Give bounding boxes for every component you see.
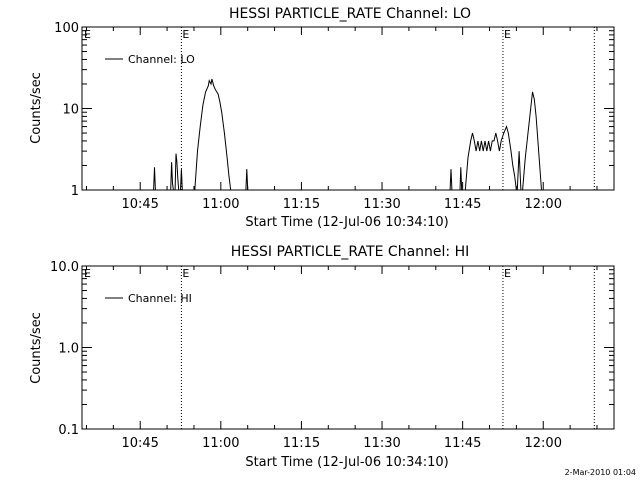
event-marker-label: E	[182, 267, 189, 280]
plot-frame	[81, 265, 615, 430]
x-axis-label: Start Time (12-Jul-06 10:34:10)	[245, 215, 448, 230]
series-line	[516, 151, 522, 191]
chart-marks: 10:45 11:00 11:15 11:30 11:45 12:00 0.1 1.0 10.0…	[50, 260, 614, 451]
legend-label: Channel: LO	[128, 53, 195, 66]
y-tick-label: 100	[54, 21, 79, 36]
x-tick-label: 11:45	[444, 197, 481, 212]
y-tick-label: 1	[71, 184, 79, 199]
y-tick-label: 0.1	[58, 423, 79, 438]
x-tick-label: 11:00	[202, 197, 239, 212]
x-tick-label: 11:15	[283, 197, 320, 212]
chart-marks: 10:45 11:00 11:15 11:30 11:45 12:00 1 10 100 E E	[54, 21, 614, 212]
event-marker-label: E	[504, 267, 511, 280]
series-line	[459, 167, 463, 191]
series-line	[170, 162, 174, 191]
x-tick-label: 11:15	[283, 436, 320, 451]
legend-label: Channel: HI	[128, 292, 192, 305]
y-axis-label: Counts/sec	[29, 312, 44, 384]
corner-marker-label: E	[84, 267, 91, 280]
x-tick-label: 10:45	[121, 197, 158, 212]
footer-timestamp: 2-Mar-2010 01:04	[565, 468, 636, 477]
chart-panel-hi: HESSI PARTICLE_RATE Channel: HI Counts/s…	[29, 244, 615, 470]
chart-panel-lo: HESSI PARTICLE_RATE Channel: LO Counts/s…	[29, 6, 615, 230]
series-line	[449, 169, 453, 191]
chart-title: HESSI PARTICLE_RATE Channel: LO	[229, 6, 471, 22]
chart-title: HESSI PARTICLE_RATE Channel: HI	[231, 244, 469, 260]
y-tick-label: 10	[62, 103, 79, 118]
plot-frame	[81, 26, 615, 191]
event-marker-label: E	[504, 28, 511, 41]
y-tick-label: 10.0	[50, 260, 79, 275]
event-marker-label: E	[182, 28, 189, 41]
x-axis-label: Start Time (12-Jul-06 10:34:10)	[245, 455, 448, 470]
x-tick-label: 10:45	[121, 436, 158, 451]
series-line	[194, 78, 232, 191]
series-line	[153, 167, 156, 191]
x-tick-label: 11:30	[363, 197, 400, 212]
series-line	[522, 91, 542, 191]
y-tick-label: 1.0	[58, 342, 79, 357]
x-tick-label: 12:00	[525, 197, 562, 212]
series-line	[174, 153, 180, 191]
corner-marker-label: E	[84, 28, 91, 41]
x-tick-label: 11:45	[444, 436, 481, 451]
x-tick-label: 11:00	[202, 436, 239, 451]
series-line	[245, 169, 249, 191]
x-tick-label: 12:00	[525, 436, 562, 451]
series-line	[180, 169, 183, 191]
y-axis-label: Counts/sec	[29, 72, 44, 144]
series-line	[464, 125, 517, 191]
x-tick-label: 11:30	[363, 436, 400, 451]
